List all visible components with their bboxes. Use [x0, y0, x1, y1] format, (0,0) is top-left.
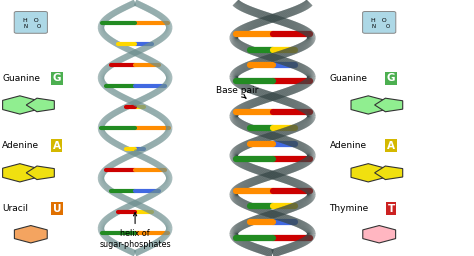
- Text: helix of
sugar-phosphates: helix of sugar-phosphates: [99, 213, 171, 249]
- Polygon shape: [374, 98, 403, 112]
- Text: A: A: [387, 141, 395, 151]
- Polygon shape: [26, 166, 55, 179]
- Text: A: A: [53, 141, 61, 151]
- Text: T: T: [387, 204, 395, 214]
- Text: Thymine: Thymine: [329, 204, 369, 213]
- Polygon shape: [14, 226, 47, 243]
- Text: Guanine: Guanine: [2, 73, 40, 83]
- FancyBboxPatch shape: [14, 12, 47, 33]
- Text: G: G: [387, 73, 395, 83]
- Text: Uracil: Uracil: [2, 204, 28, 213]
- Polygon shape: [363, 226, 396, 243]
- Polygon shape: [26, 98, 55, 112]
- Text: H   O: H O: [23, 18, 39, 23]
- Text: N: N: [372, 24, 375, 29]
- Polygon shape: [3, 164, 37, 182]
- Polygon shape: [351, 164, 385, 182]
- Text: Base pair: Base pair: [216, 86, 258, 98]
- Text: Adenine: Adenine: [329, 141, 366, 151]
- Polygon shape: [3, 96, 37, 114]
- Text: N: N: [23, 24, 27, 29]
- FancyBboxPatch shape: [363, 12, 396, 33]
- Text: O: O: [37, 24, 41, 29]
- Text: U: U: [53, 204, 61, 214]
- Text: O: O: [386, 24, 390, 29]
- Polygon shape: [351, 96, 385, 114]
- Text: Adenine: Adenine: [2, 141, 39, 151]
- Text: H   O: H O: [371, 18, 387, 23]
- Polygon shape: [374, 166, 403, 179]
- Text: G: G: [53, 73, 61, 83]
- Text: Guanine: Guanine: [329, 73, 367, 83]
